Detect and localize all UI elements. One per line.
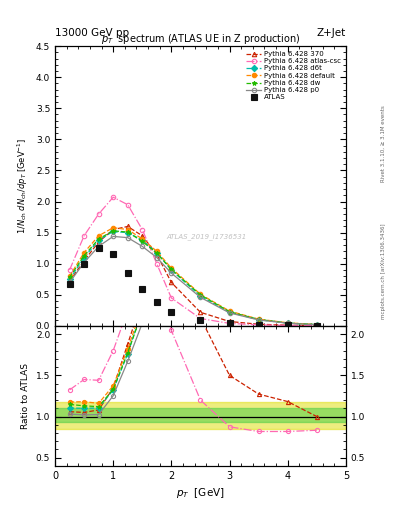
Pythia 6.428 d6t (82, 254, 86, 261)
Pythia 6.428 370 (140, 233, 145, 239)
Pythia 6.428 dw (154, 250, 159, 257)
Pythia 6.428 dw (67, 274, 72, 281)
Text: ATLAS_2019_I1736531: ATLAS_2019_I1736531 (166, 233, 246, 240)
Pythia 6.428 dw (314, 322, 319, 328)
Pythia 6.428 d6t (96, 237, 101, 243)
Pythia 6.428 p0 (256, 317, 261, 323)
Pythia 6.428 d6t (67, 276, 72, 283)
Pythia 6.428 p0 (82, 260, 86, 266)
Pythia 6.428 370 (82, 258, 86, 264)
Pythia 6.428 d6t (125, 229, 130, 236)
Pythia 6.428 370 (67, 278, 72, 284)
Pythia 6.428 atlas-csc (96, 211, 101, 217)
Pythia 6.428 370 (96, 239, 101, 245)
Pythia 6.428 d6t (111, 228, 116, 234)
Pythia 6.428 default (154, 248, 159, 254)
Line: Pythia 6.428 default: Pythia 6.428 default (67, 225, 319, 327)
Pythia 6.428 d6t (285, 320, 290, 326)
Legend: Pythia 6.428 370, Pythia 6.428 atlas-csc, Pythia 6.428 d6t, Pythia 6.428 default: Pythia 6.428 370, Pythia 6.428 atlas-csc… (244, 50, 342, 102)
Pythia 6.428 dw (82, 252, 86, 259)
Pythia 6.428 p0 (314, 322, 319, 328)
Line: Pythia 6.428 d6t: Pythia 6.428 d6t (67, 229, 319, 327)
Text: 13000 GeV pp: 13000 GeV pp (55, 28, 129, 38)
Pythia 6.428 default (169, 265, 174, 271)
Pythia 6.428 dw (227, 309, 232, 315)
Pythia 6.428 atlas-csc (140, 226, 145, 232)
Pythia 6.428 default (140, 236, 145, 242)
Pythia 6.428 dw (285, 320, 290, 326)
Pythia 6.428 atlas-csc (227, 321, 232, 327)
Pythia 6.428 p0 (67, 280, 72, 286)
Pythia 6.428 atlas-csc (314, 323, 319, 329)
Pythia 6.428 p0 (96, 243, 101, 249)
Pythia 6.428 atlas-csc (125, 202, 130, 208)
Title: $p_T$  spectrum (ATLAS UE in Z production): $p_T$ spectrum (ATLAS UE in Z production… (101, 32, 300, 46)
Pythia 6.428 370 (125, 223, 130, 229)
Pythia 6.428 370 (198, 309, 203, 315)
Pythia 6.428 p0 (111, 233, 116, 240)
Pythia 6.428 d6t (314, 322, 319, 328)
Pythia 6.428 p0 (125, 234, 130, 241)
Pythia 6.428 d6t (198, 293, 203, 299)
Line: Pythia 6.428 370: Pythia 6.428 370 (67, 224, 319, 328)
Pythia 6.428 atlas-csc (67, 267, 72, 273)
Pythia 6.428 d6t (227, 309, 232, 315)
Pythia 6.428 default (314, 322, 319, 328)
Pythia 6.428 p0 (227, 310, 232, 316)
Pythia 6.428 dw (169, 266, 174, 272)
Y-axis label: $1/N_{\rm ch}\;dN_{\rm ch}/dp_T\;[\rm GeV^{-1}]$: $1/N_{\rm ch}\;dN_{\rm ch}/dp_T\;[\rm Ge… (16, 138, 30, 234)
Pythia 6.428 370 (314, 323, 319, 329)
Pythia 6.428 default (125, 226, 130, 232)
Pythia 6.428 dw (96, 236, 101, 242)
Line: Pythia 6.428 dw: Pythia 6.428 dw (67, 228, 319, 327)
Pythia 6.428 p0 (285, 320, 290, 326)
Pythia 6.428 default (82, 249, 86, 255)
Pythia 6.428 370 (256, 321, 261, 327)
Pythia 6.428 d6t (256, 317, 261, 323)
Pythia 6.428 default (227, 308, 232, 314)
Pythia 6.428 dw (256, 316, 261, 323)
Pythia 6.428 370 (285, 322, 290, 328)
Pythia 6.428 atlas-csc (82, 233, 86, 239)
Pythia 6.428 370 (227, 318, 232, 325)
Pythia 6.428 atlas-csc (169, 295, 174, 301)
Pythia 6.428 atlas-csc (285, 323, 290, 329)
Pythia 6.428 default (285, 319, 290, 326)
Pythia 6.428 370 (111, 226, 116, 232)
X-axis label: $p_T$  [GeV]: $p_T$ [GeV] (176, 486, 225, 500)
Pythia 6.428 d6t (140, 237, 145, 243)
Text: Z+Jet: Z+Jet (317, 28, 346, 38)
Pythia 6.428 default (198, 291, 203, 297)
Pythia 6.428 atlas-csc (154, 261, 159, 267)
Pythia 6.428 370 (154, 251, 159, 258)
Pythia 6.428 dw (111, 228, 116, 234)
Pythia 6.428 atlas-csc (256, 322, 261, 328)
Text: mcplots.cern.ch [arXiv:1306.3436]: mcplots.cern.ch [arXiv:1306.3436] (381, 224, 386, 319)
Pythia 6.428 p0 (154, 254, 159, 261)
Pythia 6.428 default (111, 225, 116, 231)
Pythia 6.428 p0 (198, 294, 203, 301)
Pythia 6.428 p0 (169, 270, 174, 276)
Pythia 6.428 d6t (154, 249, 159, 255)
Pythia 6.428 d6t (169, 267, 174, 273)
Pythia 6.428 370 (169, 280, 174, 286)
Line: Pythia 6.428 p0: Pythia 6.428 p0 (67, 234, 319, 327)
Line: Pythia 6.428 atlas-csc: Pythia 6.428 atlas-csc (67, 195, 319, 328)
Pythia 6.428 p0 (140, 243, 145, 249)
Pythia 6.428 dw (198, 292, 203, 298)
Pythia 6.428 atlas-csc (111, 194, 116, 200)
Pythia 6.428 dw (140, 238, 145, 244)
Pythia 6.428 dw (125, 229, 130, 235)
Text: Rivet 3.1.10, ≥ 3.1M events: Rivet 3.1.10, ≥ 3.1M events (381, 105, 386, 182)
Pythia 6.428 default (96, 233, 101, 239)
Pythia 6.428 default (256, 316, 261, 322)
Pythia 6.428 atlas-csc (198, 315, 203, 322)
Y-axis label: Ratio to ATLAS: Ratio to ATLAS (21, 363, 30, 429)
Pythia 6.428 default (67, 273, 72, 279)
